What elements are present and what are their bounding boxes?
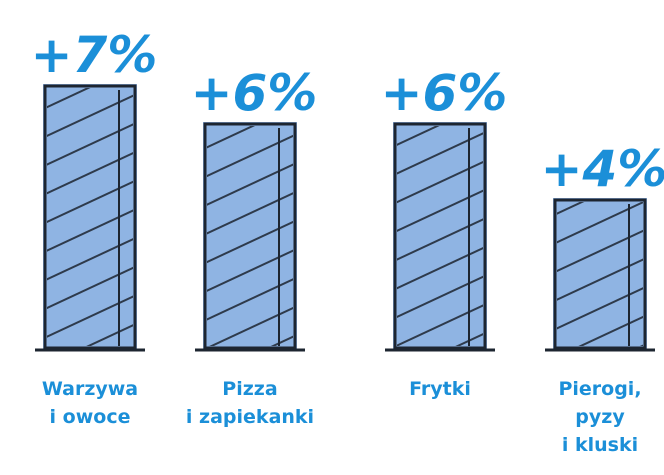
- category-label: Pizza: [222, 378, 277, 400]
- bar-hatch: [207, 126, 293, 346]
- category-label: Frytki: [409, 378, 471, 400]
- bar-hatch: [47, 88, 133, 346]
- value-label: +6%: [191, 64, 318, 122]
- value-label: +7%: [31, 26, 158, 84]
- category-label: Pierogi,: [558, 378, 641, 400]
- bar-hatch: [557, 202, 643, 346]
- bar-outline: [553, 198, 647, 350]
- category-label: pyzy: [575, 406, 625, 428]
- bar-outline: [203, 122, 297, 350]
- value-label: +6%: [381, 64, 508, 122]
- bar-hatch: [397, 126, 483, 346]
- category-label: Warzywa: [42, 378, 138, 400]
- value-label: +4%: [541, 140, 664, 198]
- bar-outline: [393, 122, 487, 350]
- category-label: i kluski: [562, 434, 638, 456]
- category-label: i zapiekanki: [186, 406, 314, 428]
- category-label: i owoce: [50, 406, 131, 428]
- bar-outline: [43, 84, 137, 350]
